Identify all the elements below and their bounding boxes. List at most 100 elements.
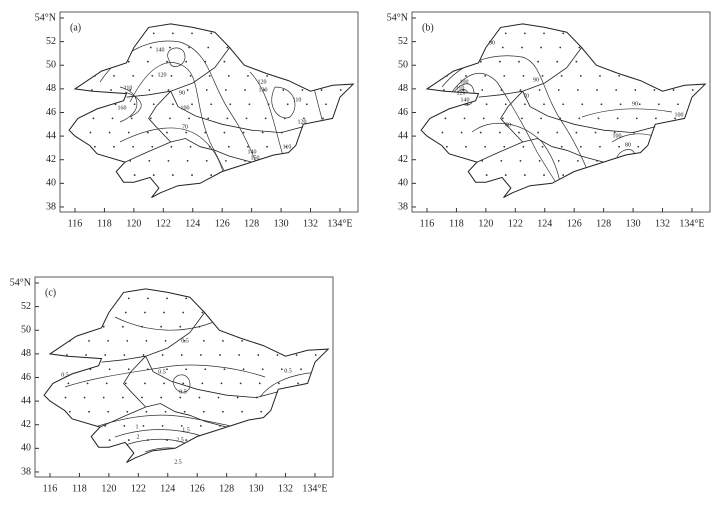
station xyxy=(635,188,638,191)
station xyxy=(144,382,146,385)
station xyxy=(248,32,251,35)
panel-label: (c) xyxy=(45,287,56,298)
station xyxy=(523,174,526,176)
station xyxy=(578,117,581,120)
station xyxy=(266,74,268,77)
station xyxy=(183,339,186,342)
station xyxy=(180,354,183,356)
station xyxy=(188,46,190,49)
station xyxy=(91,160,93,162)
station xyxy=(537,60,540,63)
x-tick-label: 124 xyxy=(160,483,175,494)
station xyxy=(226,117,229,120)
station xyxy=(301,89,304,91)
station xyxy=(127,368,130,371)
station xyxy=(594,131,597,134)
station xyxy=(89,368,92,371)
station xyxy=(341,188,344,191)
station xyxy=(322,117,324,120)
station xyxy=(501,188,504,191)
station xyxy=(616,117,619,120)
station xyxy=(481,160,484,162)
station xyxy=(105,382,108,385)
station xyxy=(297,311,299,314)
station xyxy=(185,60,188,63)
station xyxy=(282,160,285,162)
station xyxy=(223,297,226,300)
station xyxy=(523,103,526,106)
y-tick-label: 52 xyxy=(21,301,31,312)
station xyxy=(191,32,193,35)
contour-line xyxy=(309,71,341,183)
station xyxy=(201,311,204,314)
station xyxy=(560,74,563,77)
station xyxy=(562,103,565,106)
station xyxy=(275,325,277,328)
stations xyxy=(64,297,322,456)
station xyxy=(114,32,117,35)
station xyxy=(102,325,105,328)
x-tick-label: 126 xyxy=(215,218,230,229)
x-tick-label: 118 xyxy=(97,218,112,229)
x-tick-label: 124 xyxy=(537,218,552,229)
station xyxy=(127,297,130,300)
station xyxy=(152,103,155,106)
station xyxy=(113,74,115,77)
station xyxy=(123,354,126,356)
station xyxy=(95,103,98,106)
panel-label: (a) xyxy=(70,22,81,33)
station xyxy=(482,46,485,49)
contour-label: 130 xyxy=(259,87,268,93)
station xyxy=(277,453,280,456)
station xyxy=(316,311,319,314)
station xyxy=(322,46,324,49)
station xyxy=(89,297,92,300)
station xyxy=(242,439,245,441)
station xyxy=(304,74,307,77)
contour-label: 100 xyxy=(181,105,190,111)
station xyxy=(208,145,211,148)
station xyxy=(166,131,168,134)
station xyxy=(167,89,170,91)
map-panel: (c) 0.5 0.5 0.5 0.5 0.5 1 1.5 2 2.5 2.5 54°N 52 50 48 4… xyxy=(10,276,334,494)
station xyxy=(562,32,565,35)
station xyxy=(170,74,173,77)
contour-label: 120 xyxy=(457,90,466,96)
station xyxy=(227,145,230,148)
station xyxy=(654,46,657,49)
station xyxy=(146,439,149,441)
station xyxy=(447,174,450,176)
station xyxy=(540,188,542,191)
station xyxy=(129,89,132,91)
x-tick-label: 118 xyxy=(72,483,87,494)
y-tick-label: 40 xyxy=(46,178,56,189)
station xyxy=(70,439,73,441)
station xyxy=(305,103,308,106)
y-tick-label: 42 xyxy=(21,419,31,430)
map-panel: (a)1401201101009070120130110120110140150… xyxy=(35,11,359,229)
contour-label: 100 xyxy=(675,112,684,118)
station xyxy=(294,325,296,328)
x-tick-label: 120 xyxy=(126,218,141,229)
station xyxy=(286,174,289,176)
station xyxy=(70,368,73,371)
station xyxy=(600,32,603,35)
station xyxy=(523,32,526,35)
station xyxy=(300,439,302,441)
station xyxy=(108,368,111,371)
station xyxy=(280,439,283,441)
station xyxy=(188,117,190,120)
station xyxy=(460,60,463,63)
station xyxy=(186,89,189,91)
station xyxy=(126,410,129,413)
station xyxy=(501,46,504,49)
station xyxy=(559,117,562,120)
station xyxy=(185,131,188,134)
station xyxy=(304,145,307,148)
station xyxy=(66,425,68,427)
station xyxy=(108,297,111,300)
station xyxy=(229,174,232,176)
station xyxy=(180,425,183,427)
station xyxy=(295,425,298,427)
contour-label: 110 xyxy=(293,97,302,103)
